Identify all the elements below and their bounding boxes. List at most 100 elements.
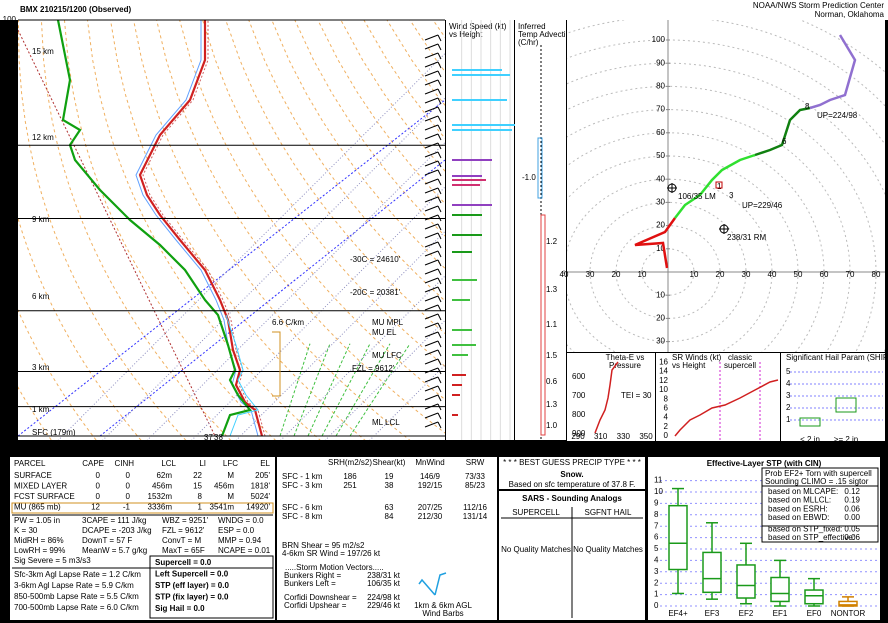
- sars-title: SARS - Sounding Analogs: [522, 494, 622, 503]
- dry-adiabat: [18, 20, 187, 440]
- barb-flag: [437, 178, 442, 186]
- hodo-trace: [809, 34, 857, 110]
- parcel-cell: 456m: [214, 482, 234, 491]
- wind-barb: [424, 412, 439, 419]
- storm-motion: 238/31 kt: [367, 571, 401, 580]
- legend-item: based on ESRH:: [768, 504, 828, 513]
- hodo-xtick-label: 50: [794, 270, 803, 279]
- ship-box: [799, 417, 821, 427]
- stp-tick-label: 0: [654, 601, 659, 610]
- hodo-ytick-label: 80: [656, 82, 665, 91]
- index-cell: ESP = 0.0: [218, 526, 255, 535]
- barb-flag: [437, 403, 442, 411]
- stp-category: EF2: [739, 609, 754, 618]
- temp-tick-label: 40: [242, 443, 251, 452]
- mu-row-box: [11, 502, 274, 514]
- barb-flag: [437, 394, 442, 402]
- hodo-ytick-label: 60: [656, 128, 665, 137]
- hodo-ytick-label: 100: [652, 35, 666, 44]
- barb-flag: [437, 322, 442, 330]
- location: Norman, Oklahoma: [815, 10, 885, 19]
- brn-shear: BRN Shear = 95 m2/s2: [282, 541, 365, 550]
- parcel-panel: [10, 457, 275, 620]
- sr-ytick-label: 6: [664, 404, 669, 413]
- wind-barb: [424, 259, 439, 266]
- kin-cell: 19: [385, 472, 394, 481]
- sr-annotation: classic: [728, 353, 752, 362]
- sfc-temp: 38: [214, 433, 223, 442]
- temp-tick-label: 30: [197, 443, 206, 452]
- annotation: -30C = 24610': [350, 255, 401, 264]
- barb-flag: [437, 160, 442, 168]
- wind-tick-label: 40: [467, 443, 476, 452]
- parcel-cell: MIXED LAYER: [14, 482, 67, 491]
- wind-tick-label: 20: [457, 443, 466, 452]
- wetbulb-trace: [225, 314, 259, 437]
- wind-barb: [424, 331, 439, 338]
- wind-tick-label: 120: [503, 443, 517, 452]
- theta-xtick-label: 330: [617, 432, 631, 441]
- wind-barb: [424, 223, 439, 230]
- box: [668, 504, 688, 571]
- isotherm: [57, 52, 445, 440]
- wind-barb: [424, 133, 439, 140]
- barb-flag: [437, 214, 442, 222]
- stp-legend: [761, 467, 879, 543]
- stp-tick-label: 8: [654, 510, 659, 519]
- kin-cell: 251: [343, 481, 357, 490]
- theta-xtick-label: 350: [639, 432, 653, 441]
- height-label: SFC (179m): [32, 428, 76, 437]
- hodo-ytick-label: 10: [656, 290, 665, 299]
- isotherm: [191, 186, 445, 440]
- parcel-cell: 456m: [152, 482, 172, 491]
- annotation: MU EL: [372, 328, 397, 337]
- theta-title: Theta-E vs: [606, 353, 645, 362]
- dry-adiabat: [294, 20, 445, 237]
- stp-tick-label: 2: [654, 578, 659, 587]
- ship-box: [835, 397, 857, 413]
- cm-box: [715, 181, 723, 189]
- parcel-header: EL: [260, 459, 270, 468]
- sr-trace: [674, 379, 779, 437]
- sr-ytick-label: 10: [659, 385, 668, 394]
- kinematic-panel: [277, 457, 497, 620]
- wind-title: vs Height: [449, 30, 483, 39]
- stp-tick-label: 9: [654, 499, 659, 508]
- header-bar: [0, 0, 888, 20]
- lapse-rate: 3-6km Agl Lapse Rate = 5.9 C/km: [14, 581, 134, 590]
- advection-value: -1.0: [522, 173, 536, 182]
- barb-1km: [418, 578, 436, 596]
- barb-flag: [437, 313, 442, 321]
- wind-panel: [446, 20, 514, 440]
- legend-value: 0.00: [844, 513, 860, 522]
- hodo-ytick-label: 30: [656, 198, 665, 207]
- sars-match: No Quality Matches: [573, 545, 643, 554]
- wind-barb: [424, 70, 439, 77]
- sars-column: SGFNT HAIL: [585, 508, 633, 517]
- parcel-cell: 62m: [156, 471, 172, 480]
- wind-barb: [424, 385, 439, 392]
- barb-flag: [437, 331, 442, 339]
- advection-title: Temp Advection: [518, 30, 574, 39]
- annotation: FZL = 9612': [352, 364, 395, 373]
- ship-tick-label: 5: [786, 367, 791, 376]
- wind-barb: [424, 124, 439, 131]
- legend-line: Sounding CLIMO = .15 sigtor: [765, 477, 869, 486]
- barb-flag: [437, 124, 442, 132]
- index-cell: 3CAPE = 111 J/kg: [82, 516, 146, 525]
- ship-label: < 2 in: [800, 435, 820, 444]
- ship-tick-label: 3: [786, 391, 791, 400]
- barb-flag: [437, 268, 442, 276]
- parcel-cell: 3336m: [148, 503, 173, 512]
- theta-title: Pressure: [609, 361, 642, 370]
- legend-item: based on MLLCL:: [768, 496, 831, 505]
- pressure-label: 300: [3, 214, 17, 223]
- legend-item: based on STP_fixed:: [768, 525, 842, 534]
- hodo-xtick-label: 70: [846, 270, 855, 279]
- parcel-cell: 0: [96, 492, 101, 501]
- parcel-cell: 0: [126, 492, 131, 501]
- wind-barb: [424, 43, 439, 50]
- kin-cell: SFC - 3 km: [282, 481, 323, 490]
- hodo-xtick-label: 80: [872, 270, 881, 279]
- height-label: 3 km: [32, 363, 50, 372]
